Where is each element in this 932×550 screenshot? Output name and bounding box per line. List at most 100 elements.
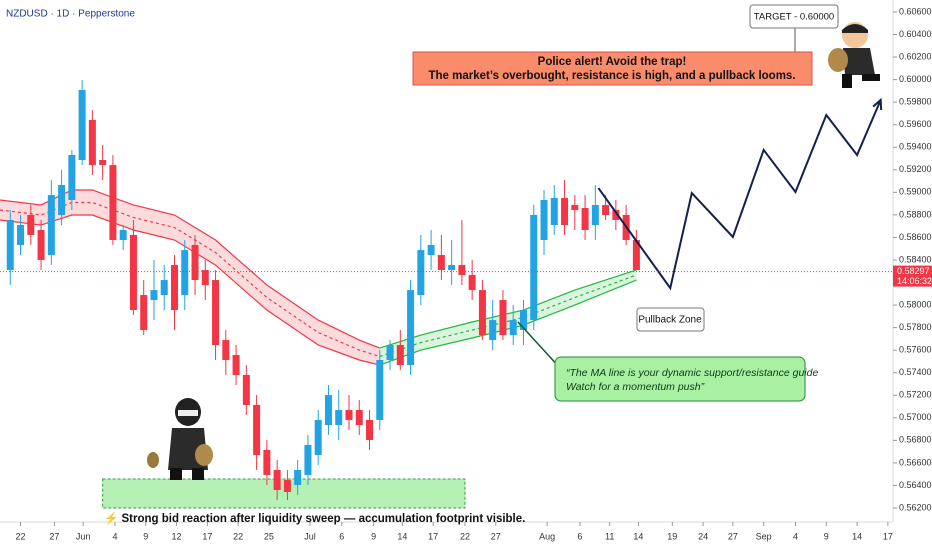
candle-body bbox=[489, 320, 497, 341]
candle-body bbox=[232, 355, 240, 375]
candle-body bbox=[427, 244, 435, 256]
x-tick-label: 22 bbox=[233, 531, 243, 541]
candle-body bbox=[499, 300, 507, 336]
x-tick-label: 4 bbox=[112, 531, 117, 541]
candle-body bbox=[99, 159, 107, 166]
y-tick-label: 0.60200 bbox=[899, 51, 932, 61]
x-tick-label: 9 bbox=[824, 531, 829, 541]
x-tick-label: 19 bbox=[667, 531, 677, 541]
candle-body bbox=[78, 89, 86, 160]
projection-arrowhead bbox=[872, 97, 883, 111]
candle-body bbox=[304, 444, 312, 475]
pullback-label: Pullback Zone bbox=[638, 315, 702, 326]
y-tick-label: 0.60600 bbox=[899, 6, 932, 16]
x-tick-label: Aug bbox=[539, 531, 555, 541]
candle-body bbox=[540, 200, 548, 241]
y-tick-label: 0.56800 bbox=[899, 435, 932, 445]
pullback-box bbox=[636, 307, 705, 332]
candle-body bbox=[283, 480, 291, 493]
candle-body bbox=[561, 197, 569, 226]
y-tick-label: 0.57200 bbox=[899, 390, 932, 400]
candle-body bbox=[519, 310, 527, 330]
x-tick-label: 17 bbox=[428, 531, 438, 541]
y-tick-label: 0.59000 bbox=[899, 187, 932, 197]
candle-body bbox=[212, 280, 220, 345]
candle-body bbox=[58, 185, 66, 216]
candle-body bbox=[448, 265, 456, 271]
countdown-label: 14:06:32 bbox=[897, 276, 932, 286]
candle-body bbox=[417, 250, 425, 296]
candle-body bbox=[581, 208, 589, 230]
bottom-note: ⚡ Strong bid reaction after liquidity sw… bbox=[104, 511, 525, 525]
alert-line-2: The market’s overbought, resistance is h… bbox=[428, 70, 795, 82]
x-tick-label: 6 bbox=[577, 531, 582, 541]
candle-body bbox=[345, 410, 353, 420]
x-tick-label: Jun bbox=[76, 531, 91, 541]
candle-body bbox=[170, 265, 178, 311]
candle-body bbox=[366, 419, 374, 441]
note-pointer bbox=[517, 321, 561, 369]
y-tick-label: 0.58800 bbox=[899, 209, 932, 219]
candle-body bbox=[273, 470, 281, 490]
candle-body bbox=[27, 215, 35, 235]
candle-body bbox=[37, 229, 45, 260]
projection-path bbox=[597, 99, 882, 291]
candle-body bbox=[509, 320, 517, 336]
candle-body bbox=[47, 195, 55, 256]
candle-body bbox=[119, 229, 127, 241]
candle-body bbox=[222, 340, 230, 360]
y-tick-label: 0.60400 bbox=[899, 29, 932, 39]
y-tick-label: 0.57600 bbox=[899, 345, 932, 355]
alert-line-1: Police alert! Avoid the trap! bbox=[538, 56, 687, 68]
candle-body bbox=[68, 155, 76, 201]
ma-mid-line bbox=[0, 201, 380, 358]
candle-body bbox=[407, 290, 415, 366]
candle-body bbox=[612, 210, 620, 220]
x-tick-label: 12 bbox=[172, 531, 182, 541]
candle-body bbox=[324, 395, 332, 426]
candle-body bbox=[160, 280, 168, 296]
y-tick-label: 0.58400 bbox=[899, 254, 932, 264]
x-tick-label: 17 bbox=[883, 531, 893, 541]
y-tick-label: 0.59400 bbox=[899, 142, 932, 152]
y-tick-label: 0.60000 bbox=[899, 74, 932, 84]
candle-body bbox=[6, 219, 14, 271]
x-tick-label: Jul bbox=[304, 531, 316, 541]
x-tick-label: 24 bbox=[698, 531, 708, 541]
y-tick-label: 0.57000 bbox=[899, 412, 932, 422]
x-tick-label: 27 bbox=[49, 531, 59, 541]
candle-body bbox=[314, 419, 322, 456]
x-tick-label: 9 bbox=[371, 531, 376, 541]
thief-right bbox=[828, 22, 880, 88]
y-tick-label: 0.58600 bbox=[899, 232, 932, 242]
x-tick-label: 11 bbox=[605, 531, 614, 541]
target-box bbox=[749, 4, 839, 29]
y-tick-label: 0.58000 bbox=[899, 299, 932, 309]
y-tick-label: 0.57400 bbox=[899, 367, 932, 377]
x-tick-label: 17 bbox=[202, 531, 212, 541]
candle-body bbox=[150, 290, 158, 301]
ma-band-fill bbox=[379, 270, 637, 366]
target-label: TARGET - 0.60000 bbox=[754, 12, 834, 23]
candle-body bbox=[201, 270, 209, 286]
x-tick-label: 27 bbox=[491, 531, 501, 541]
ma-note-box bbox=[554, 356, 806, 402]
last-price-label: 0.58297 bbox=[897, 266, 930, 276]
x-tick-label: 25 bbox=[264, 531, 274, 541]
candle-body bbox=[181, 250, 189, 296]
x-tick-label: Sep bbox=[756, 531, 772, 541]
x-tick-label: 22 bbox=[460, 531, 470, 541]
y-tick-label: 0.59200 bbox=[899, 164, 932, 174]
candle-body bbox=[109, 165, 117, 241]
candle-body bbox=[88, 119, 96, 166]
y-tick-label: 0.59600 bbox=[899, 119, 932, 129]
ma-note-line-2: Watch for a momentum push” bbox=[566, 381, 705, 393]
last-price-tag bbox=[893, 265, 932, 287]
candle-body bbox=[468, 274, 476, 291]
candle-body bbox=[242, 374, 250, 405]
y-tick-label: 0.59800 bbox=[899, 97, 932, 107]
candle-body bbox=[591, 204, 599, 226]
x-tick-label: 22 bbox=[16, 531, 26, 541]
candle-body bbox=[355, 410, 363, 426]
